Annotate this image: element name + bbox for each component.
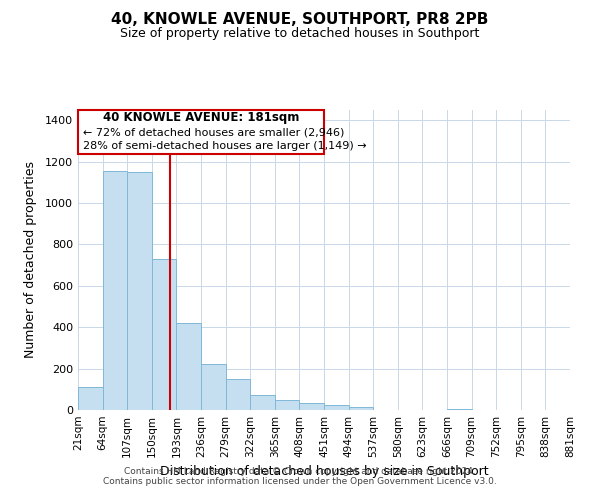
Bar — [324, 406, 349, 410]
Bar — [299, 403, 324, 410]
Bar — [226, 380, 250, 410]
Text: Contains HM Land Registry data © Crown copyright and database right 2024.: Contains HM Land Registry data © Crown c… — [124, 467, 476, 476]
Bar — [250, 395, 275, 410]
Bar — [127, 172, 152, 410]
Text: 40 KNOWLE AVENUE: 181sqm: 40 KNOWLE AVENUE: 181sqm — [103, 112, 299, 124]
Text: Contains public sector information licensed under the Open Government Licence v3: Contains public sector information licen… — [103, 477, 497, 486]
Bar — [103, 171, 127, 410]
Bar — [78, 387, 103, 410]
Bar — [349, 407, 373, 410]
Bar — [152, 259, 176, 410]
Bar — [201, 364, 226, 410]
Text: 28% of semi-detached houses are larger (1,149) →: 28% of semi-detached houses are larger (… — [83, 141, 367, 151]
Text: Size of property relative to detached houses in Southport: Size of property relative to detached ho… — [121, 28, 479, 40]
X-axis label: Distribution of detached houses by size in Southport: Distribution of detached houses by size … — [160, 466, 488, 478]
Text: ← 72% of detached houses are smaller (2,946): ← 72% of detached houses are smaller (2,… — [83, 128, 344, 138]
Text: 40, KNOWLE AVENUE, SOUTHPORT, PR8 2PB: 40, KNOWLE AVENUE, SOUTHPORT, PR8 2PB — [112, 12, 488, 28]
Bar — [176, 323, 201, 410]
Bar — [447, 409, 472, 410]
Bar — [275, 400, 299, 410]
FancyBboxPatch shape — [78, 110, 324, 154]
Y-axis label: Number of detached properties: Number of detached properties — [23, 162, 37, 358]
